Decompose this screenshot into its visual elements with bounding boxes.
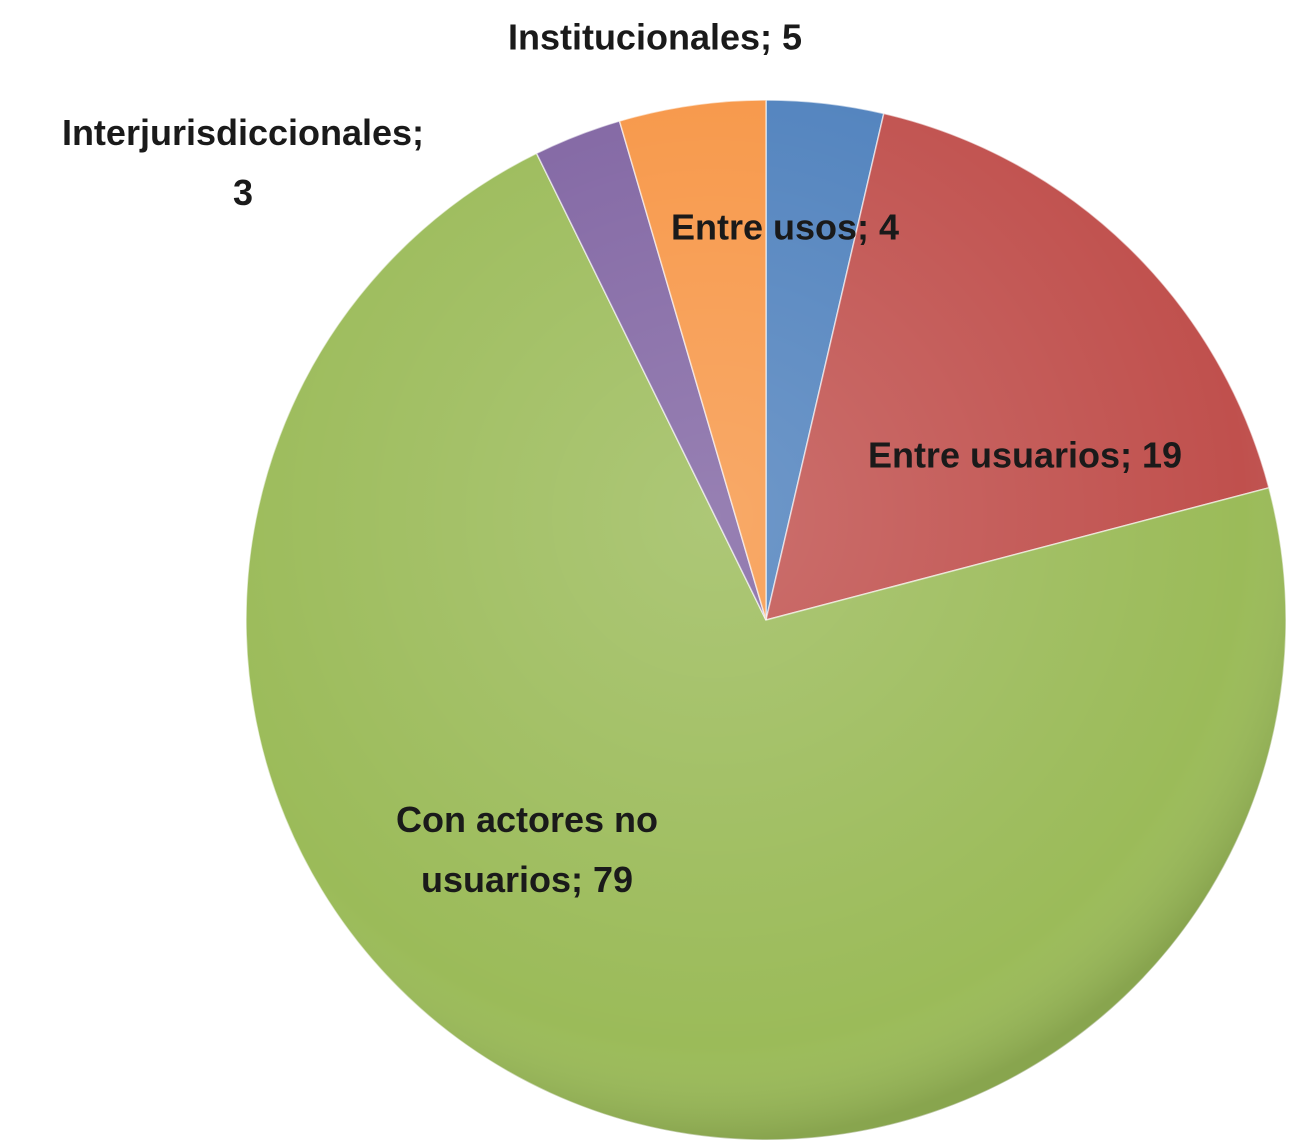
- data-label: Con actores no usuarios; 79: [396, 799, 658, 900]
- data-label: Entre usuarios; 19: [868, 435, 1182, 476]
- data-label: Institucionales; 5: [508, 17, 802, 58]
- data-label: Interjurisdiccionales; 3: [62, 112, 424, 213]
- data-label: Entre usos; 4: [671, 207, 899, 248]
- label-line: usuarios; 79: [421, 859, 633, 900]
- label-line: Interjurisdiccionales;: [62, 112, 424, 153]
- label-line: Con actores no: [396, 799, 658, 840]
- label-line: 3: [233, 172, 253, 213]
